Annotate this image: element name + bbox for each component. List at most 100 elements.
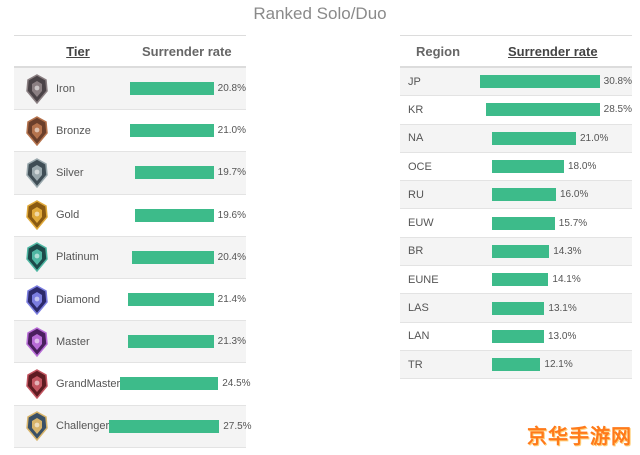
tier-name-cell: Challenger xyxy=(14,411,110,442)
tier-name-cell: Iron xyxy=(14,73,130,104)
tier-surrender-value: 27.5% xyxy=(223,420,252,432)
tier-surrender-bar xyxy=(130,82,214,96)
tier-bar-cell: 21.4% xyxy=(128,293,246,307)
region-surrender-value: 13.0% xyxy=(548,330,577,342)
tier-name-cell: Diamond xyxy=(14,284,128,315)
region-row: OCE 18.0% xyxy=(400,153,632,182)
gold-emblem-icon xyxy=(26,200,48,231)
tier-bar-cell: 27.5% xyxy=(109,419,252,433)
tier-name: Iron xyxy=(56,82,75,95)
region-row: TR 12.1% xyxy=(400,350,632,380)
tier-row: Diamond 21.4% xyxy=(14,279,246,322)
region-row: JP 30.8% xyxy=(400,68,632,97)
region-surrender-value: 18.0% xyxy=(568,161,597,173)
region-surrender-bar xyxy=(492,188,556,202)
tier-surrender-value: 21.4% xyxy=(217,294,246,306)
region-surrender-bar xyxy=(492,131,576,145)
region-table-header: Region Surrender rate xyxy=(400,35,632,68)
tier-name-cell: Platinum xyxy=(14,242,132,273)
region-name: LAS xyxy=(408,302,429,315)
region-bar-cell: 28.5% xyxy=(485,103,632,117)
platinum-emblem-icon xyxy=(26,242,48,273)
tier-name: Bronze xyxy=(56,124,91,137)
tier-name: Challenger xyxy=(56,420,110,433)
region-row: RU 16.0% xyxy=(400,181,632,210)
tier-name: Diamond xyxy=(56,293,101,306)
region-surrender-column-header[interactable]: Surrender rate xyxy=(508,43,598,59)
page-title: Ranked Solo/Duo xyxy=(253,4,387,23)
region-row: BR 14.3% xyxy=(400,237,632,267)
region-row: LAN 13.0% xyxy=(400,323,632,351)
tier-bar-cell: 20.4% xyxy=(132,250,246,264)
tier-bar-cell: 19.7% xyxy=(134,166,246,180)
tier-surrender-value: 19.6% xyxy=(217,209,246,221)
region-surrender-table: Region Surrender rate JP 30.8% KR 28.5% NA 21… xyxy=(400,35,632,380)
region-surrender-value: 14.3% xyxy=(553,245,582,257)
tier-surrender-bar xyxy=(120,377,219,391)
region-surrender-bar xyxy=(492,329,544,343)
tier-row: GrandMaster 24.5% xyxy=(14,363,251,406)
tier-row: Bronze 21.0% xyxy=(14,110,246,153)
diamond-emblem-icon xyxy=(26,284,48,315)
tier-bar-cell: 19.6% xyxy=(135,208,246,222)
tier-surrender-bar xyxy=(129,124,214,138)
region-surrender-bar xyxy=(485,103,600,117)
region-bar-cell: 16.0% xyxy=(492,188,589,202)
region-bar-cell: 12.1% xyxy=(492,358,573,372)
region-row: NA 21.0% xyxy=(400,124,632,153)
region-surrender-bar xyxy=(492,301,545,315)
tier-surrender-value: 21.3% xyxy=(217,336,246,348)
region-row: EUW 15.7% xyxy=(400,209,632,238)
region-row: EUNE 14.1% xyxy=(400,266,632,295)
tier-bar-cell: 21.0% xyxy=(129,124,246,138)
master-emblem-icon xyxy=(26,326,48,357)
tier-name-cell: Master xyxy=(14,326,128,357)
tier-row: Iron 20.8% xyxy=(14,68,246,111)
region-surrender-value: 21.0% xyxy=(580,132,609,144)
region-name: LAN xyxy=(408,330,430,343)
region-bar-cell: 21.0% xyxy=(492,131,609,145)
tier-name: Gold xyxy=(56,209,80,222)
bronze-emblem-icon xyxy=(26,115,48,146)
tier-name-cell: Silver xyxy=(14,158,135,188)
tier-bar-cell: 24.5% xyxy=(120,377,251,391)
tier-row: Gold 19.6% xyxy=(14,195,246,237)
tier-name-cell: Gold xyxy=(14,200,135,231)
region-row: LAS 13.1% xyxy=(400,294,632,323)
region-surrender-bar xyxy=(479,75,600,89)
region-surrender-value: 28.5% xyxy=(603,104,632,116)
region-surrender-bar xyxy=(492,273,549,287)
tier-surrender-bar xyxy=(128,335,214,349)
tier-column-header[interactable]: Tier xyxy=(66,43,90,59)
tier-name: GrandMaster xyxy=(56,377,121,390)
tier-surrender-bar xyxy=(128,293,214,307)
tier-row: Master 21.3% xyxy=(14,321,246,364)
region-surrender-bar xyxy=(492,244,550,258)
tier-name: Platinum xyxy=(56,251,99,264)
region-name: EUNE xyxy=(408,273,439,286)
tier-surrender-value: 20.4% xyxy=(217,251,246,263)
tier-surrender-bar xyxy=(135,208,214,222)
region-bar-cell: 14.3% xyxy=(492,244,582,258)
region-bar-cell: 18.0% xyxy=(492,160,597,174)
region-name: KR xyxy=(408,103,424,116)
iron-emblem-icon xyxy=(26,73,48,104)
region-surrender-value: 13.1% xyxy=(548,302,577,314)
tier-surrender-bar xyxy=(134,166,214,180)
region-surrender-bar xyxy=(492,358,541,372)
tier-name: Master xyxy=(56,335,90,348)
tier-surrender-value: 24.5% xyxy=(222,378,251,390)
silver-emblem-icon xyxy=(26,158,48,188)
region-name: NA xyxy=(408,132,424,145)
tier-surrender-value: 19.7% xyxy=(217,167,246,179)
region-surrender-bar xyxy=(492,216,555,230)
region-bar-cell: 13.1% xyxy=(492,301,577,315)
tier-bar-cell: 21.3% xyxy=(128,335,246,349)
region-name: BR xyxy=(408,245,424,258)
region-bar-cell: 30.8% xyxy=(479,75,632,89)
region-column-header: Region xyxy=(416,43,461,59)
region-name: JP xyxy=(408,75,421,88)
region-surrender-value: 16.0% xyxy=(560,189,589,201)
tier-row: Platinum 20.4% xyxy=(14,236,246,279)
region-name: RU xyxy=(408,188,424,201)
